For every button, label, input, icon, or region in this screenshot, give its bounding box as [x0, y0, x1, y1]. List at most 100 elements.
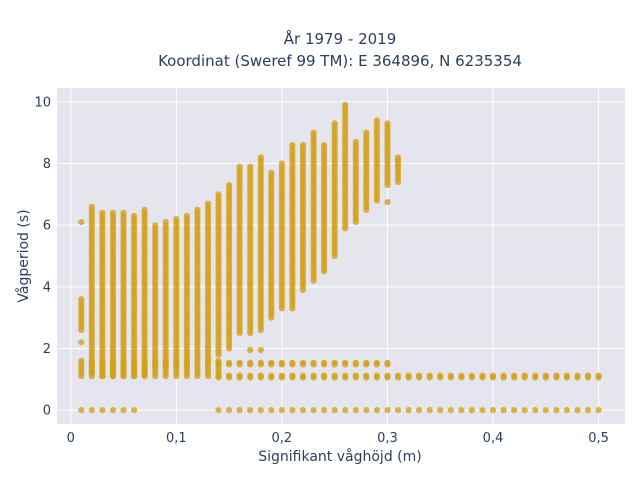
data-point — [257, 154, 264, 161]
data-point — [236, 372, 243, 379]
data-point — [342, 407, 349, 414]
data-point — [331, 359, 338, 366]
data-point — [289, 141, 296, 149]
data-point — [268, 169, 275, 176]
data-point — [384, 120, 391, 127]
data-point — [183, 212, 190, 219]
data-point — [468, 407, 475, 414]
data-point — [247, 346, 254, 354]
data-point — [120, 357, 127, 364]
y-tick-label: 8 — [43, 157, 51, 172]
data-point — [162, 357, 169, 364]
data-point — [268, 372, 275, 379]
data-point — [183, 357, 190, 364]
data-point — [120, 407, 127, 414]
data-point — [479, 372, 486, 379]
tick-labels: 0 0,1 0,2 0,3 0,4 0,5 0 2 4 6 8 10 — [34, 95, 608, 446]
data-point — [226, 372, 233, 379]
data-point — [141, 206, 148, 213]
data-point — [278, 372, 285, 379]
x-tick-label: 0,3 — [377, 431, 398, 446]
data-point — [268, 407, 275, 414]
data-point — [78, 339, 85, 346]
data-point — [321, 359, 328, 366]
data-point — [416, 372, 423, 379]
data-point — [563, 372, 571, 379]
data-point — [99, 407, 106, 414]
data-point — [321, 407, 328, 414]
x-tick-label: 0 — [67, 431, 75, 446]
data-point — [299, 372, 307, 379]
data-point — [574, 407, 581, 414]
data-point — [109, 209, 117, 216]
data-point — [215, 359, 222, 366]
data-point — [299, 407, 307, 414]
data-point — [215, 407, 222, 414]
data-point — [226, 359, 233, 366]
y-axis-title: Vågperiod (s) — [15, 209, 32, 302]
data-point — [226, 407, 233, 414]
data-point — [99, 209, 106, 216]
x-axis-title: Signifikant våghöjd (m) — [258, 448, 421, 465]
data-point — [521, 372, 528, 379]
data-point — [384, 359, 391, 366]
data-point — [321, 141, 328, 149]
data-point — [426, 372, 433, 379]
data-point — [247, 372, 254, 379]
data-point — [352, 359, 359, 366]
data-point — [405, 407, 412, 414]
plot-area — [57, 88, 625, 424]
data-point — [447, 407, 454, 414]
chart-title-line-1: År 1979 - 2019 — [284, 29, 397, 48]
data-point — [310, 359, 317, 366]
x-tick-label: 0,1 — [166, 431, 187, 446]
data-point — [194, 357, 201, 364]
data-point — [510, 407, 518, 414]
data-point — [500, 372, 507, 379]
data-point — [352, 372, 359, 379]
data-point — [204, 200, 212, 207]
data-point — [352, 407, 359, 414]
data-point — [553, 407, 560, 414]
y-tick-label: 6 — [43, 219, 51, 234]
data-point — [236, 407, 243, 414]
data-point — [247, 407, 254, 414]
data-point — [363, 359, 370, 366]
data-point — [500, 407, 507, 414]
data-point — [162, 219, 169, 226]
data-point — [331, 120, 338, 127]
data-point — [373, 407, 380, 414]
data-point — [394, 407, 402, 414]
data-point — [278, 407, 285, 414]
data-point — [373, 372, 380, 379]
data-point — [215, 191, 222, 198]
data-point — [553, 372, 560, 379]
data-point — [331, 407, 338, 414]
data-point — [363, 372, 370, 379]
data-point — [289, 372, 296, 379]
data-point — [363, 407, 370, 414]
data-point — [131, 212, 138, 219]
data-point — [78, 407, 85, 414]
data-point — [173, 357, 180, 364]
data-point — [141, 357, 148, 364]
data-point — [152, 222, 159, 229]
data-point — [268, 359, 275, 366]
data-points — [78, 101, 602, 414]
data-point — [257, 372, 264, 379]
data-point — [236, 359, 243, 366]
data-point — [310, 129, 317, 136]
data-point — [289, 359, 296, 366]
data-point — [416, 407, 423, 414]
data-point — [342, 372, 349, 379]
data-point — [88, 407, 95, 414]
data-point — [384, 372, 391, 379]
data-point — [226, 182, 233, 189]
data-point — [109, 407, 117, 414]
data-point — [532, 407, 539, 414]
data-point — [437, 372, 444, 379]
data-point — [310, 407, 317, 414]
y-tick-label: 0 — [43, 404, 51, 419]
data-point — [120, 209, 127, 216]
data-point — [173, 215, 180, 223]
